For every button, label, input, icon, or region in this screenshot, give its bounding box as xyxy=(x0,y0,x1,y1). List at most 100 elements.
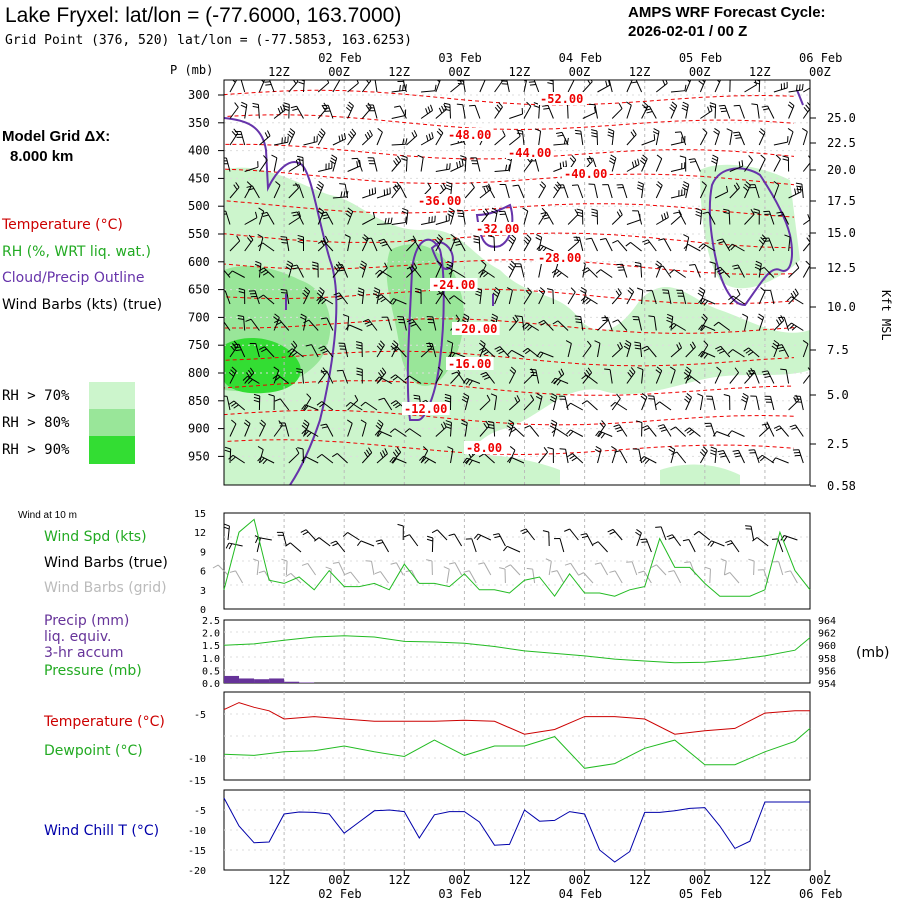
upper-wind-barb-flag xyxy=(297,240,304,244)
upper-wind-barb xyxy=(670,214,682,225)
upper-wind-barb xyxy=(638,449,643,464)
surface-barb-grid-flag xyxy=(638,570,645,574)
upper-wind-barb-flag xyxy=(510,260,516,266)
upper-wind-barb-flag xyxy=(300,316,306,321)
upper-wind-barb-flag xyxy=(410,323,417,327)
upper-wind-barb-flag xyxy=(744,183,750,189)
upper-wind-barb-flag xyxy=(574,315,581,318)
surface-barb-true xyxy=(347,532,360,541)
upper-wind-barb-flag xyxy=(413,394,420,397)
upper-wind-barb-flag xyxy=(317,133,323,139)
height-tick-label: 20.0 xyxy=(827,163,856,177)
upper-wind-barb-flag xyxy=(335,294,342,298)
upper-wind-barb xyxy=(413,238,422,252)
upper-wind-barb-flag xyxy=(702,313,708,319)
surface-barb-true-flag xyxy=(431,529,438,534)
upper-wind-barb xyxy=(767,423,775,437)
upper-wind-barb-flag xyxy=(233,184,238,190)
upper-wind-barb-flag xyxy=(273,316,279,321)
temp-label-bg xyxy=(402,402,450,415)
upper-wind-barb-flag xyxy=(510,428,517,433)
upper-wind-barb xyxy=(646,345,657,358)
upper-wind-barb xyxy=(609,369,613,384)
upper-wind-barb-flag xyxy=(277,107,281,114)
legend-barbs-grid: Wind Barbs (grid) xyxy=(44,580,167,596)
upper-wind-barb-flag xyxy=(689,343,694,350)
upper-wind-barb xyxy=(523,238,532,252)
upper-wind-barb xyxy=(302,157,304,172)
upper-wind-barb-flag xyxy=(465,458,470,465)
upper-wind-barb-flag xyxy=(508,419,514,424)
upper-wind-barb-flag xyxy=(496,348,503,352)
upper-wind-barb-flag xyxy=(527,325,533,331)
upper-wind-barb-flag xyxy=(384,448,388,454)
upper-wind-barb-flag xyxy=(305,344,312,347)
upper-wind-barb xyxy=(305,404,319,411)
upper-wind-barb xyxy=(699,450,708,464)
upper-wind-barb-flag xyxy=(275,181,281,186)
upper-wind-barb-flag xyxy=(807,102,810,107)
upper-wind-barb-flag xyxy=(656,260,662,265)
top-date-label: 05 Feb xyxy=(679,51,722,65)
upper-wind-barb-flag xyxy=(218,322,224,324)
upper-wind-barb-flag xyxy=(754,266,761,271)
upper-wind-barb-flag xyxy=(427,106,431,113)
upper-wind-barb-flag xyxy=(523,239,529,245)
upper-wind-barb xyxy=(311,344,319,358)
upper-wind-barb-flag xyxy=(487,423,495,427)
upper-wind-barb-flag xyxy=(230,456,236,462)
upper-wind-barb-flag xyxy=(296,368,303,371)
model-grid-label: Model Grid ΔX: xyxy=(2,128,111,145)
upper-wind-barb-flag xyxy=(753,81,760,85)
top-hour-label: 12Z xyxy=(509,65,531,79)
surface-barb-grid xyxy=(709,568,711,584)
surface-barb-grid xyxy=(673,570,682,584)
upper-wind-barb xyxy=(229,370,237,384)
upper-wind-barb xyxy=(247,375,260,384)
upper-wind-barb-flag xyxy=(340,191,343,198)
upper-wind-barb xyxy=(567,241,579,252)
upper-wind-barb-flag xyxy=(796,185,803,188)
upper-wind-barb xyxy=(685,370,692,384)
upper-wind-barb-flag xyxy=(556,272,562,277)
cloud-outline-6 xyxy=(796,89,804,106)
upper-wind-barb-flag xyxy=(547,82,554,85)
upper-wind-barb xyxy=(420,137,434,146)
upper-wind-barb xyxy=(770,290,775,305)
upper-wind-barb-flag xyxy=(404,428,410,433)
upper-wind-barb xyxy=(229,133,239,146)
upper-wind-barb-flag xyxy=(522,322,528,328)
upper-wind-barb-flag xyxy=(711,160,717,165)
upper-wind-barb xyxy=(409,428,422,437)
surface-barb-true-flag xyxy=(223,526,230,530)
upper-wind-barb-flag xyxy=(234,346,241,349)
upper-wind-barb-flag xyxy=(755,260,762,265)
upper-wind-barb xyxy=(449,104,451,119)
upper-wind-barb-flag xyxy=(446,181,453,185)
upper-wind-barb xyxy=(232,454,245,464)
upper-wind-barb-flag xyxy=(595,430,600,437)
upper-wind-barb-flag xyxy=(320,128,326,134)
upper-wind-barb xyxy=(529,425,540,437)
upper-wind-barb-flag xyxy=(685,395,691,401)
upper-wind-barb-flag xyxy=(332,453,338,458)
upper-wind-barb-flag xyxy=(351,128,357,134)
bottom-date-label: 06 Feb xyxy=(799,887,842,900)
upper-wind-barb-flag xyxy=(475,290,482,294)
upper-wind-barb-flag xyxy=(425,108,429,115)
upper-wind-barb xyxy=(317,371,327,384)
upper-wind-barb xyxy=(663,238,672,252)
temp-label-bg xyxy=(474,222,522,235)
upper-wind-barb-flag xyxy=(451,371,458,375)
upper-wind-barb xyxy=(291,348,304,358)
upper-wind-barb-flag xyxy=(394,105,401,108)
upper-wind-barb xyxy=(421,221,435,225)
upper-wind-barb xyxy=(435,80,441,93)
upper-wind-barb xyxy=(494,80,504,93)
upper-wind-barb-flag xyxy=(671,324,677,330)
upper-wind-barb xyxy=(251,185,260,199)
upper-wind-barb-flag xyxy=(575,318,582,321)
surface-barb-true-flag xyxy=(225,542,230,549)
upper-wind-barb xyxy=(508,264,517,278)
